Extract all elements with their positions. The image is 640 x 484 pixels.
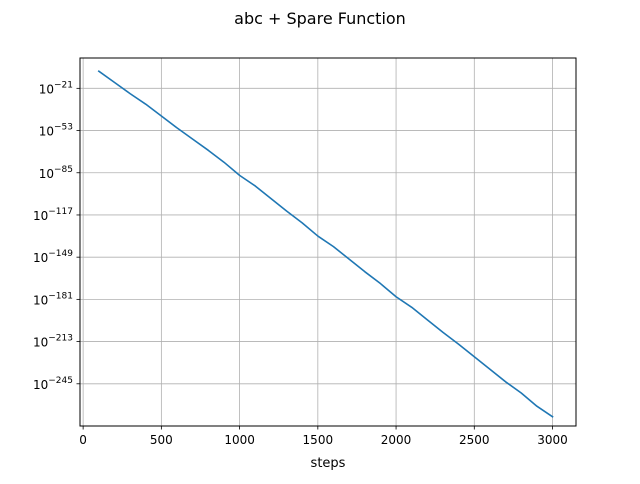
x-tick-label: 1000 [224, 433, 255, 447]
y-tick-label: 10−149 [33, 249, 73, 265]
y-tick-label: 10−245 [33, 376, 73, 392]
y-tick-label-base: 10 [39, 167, 54, 181]
grid-layer [80, 58, 576, 426]
plot-frame [79, 57, 577, 427]
x-tick-label: 2500 [459, 433, 490, 447]
y-tick-label-base: 10 [33, 378, 48, 392]
x-tick-label: 3000 [537, 433, 568, 447]
x-axis-label: steps [311, 456, 346, 471]
chart-title: abc + Spare Function [234, 9, 406, 28]
y-tick-label: 10−21 [39, 80, 73, 96]
y-tick-label-base: 10 [33, 209, 48, 223]
x-tick-label: 500 [150, 433, 173, 447]
y-tick-label-exponent: −149 [48, 249, 73, 259]
y-tick-label-base: 10 [39, 125, 54, 139]
y-tick-label-exponent: −117 [48, 207, 73, 217]
y-tick-label: 10−181 [33, 291, 73, 307]
y-tick-label-base: 10 [33, 251, 48, 265]
y-tick-label-exponent: −53 [54, 123, 73, 133]
y-tick-label: 10−213 [33, 334, 73, 350]
y-tick-label: 10−117 [33, 207, 73, 223]
y-tick-label-exponent: −245 [48, 376, 73, 386]
x-tick-label: 2000 [381, 433, 412, 447]
y-tick-label: 10−85 [39, 165, 73, 181]
y-tick-label-base: 10 [33, 336, 48, 350]
y-axis: 10−2110−5310−8510−11710−14910−18110−2131… [33, 80, 80, 392]
y-tick-label-exponent: −21 [54, 80, 73, 90]
y-tick-label-base: 10 [39, 82, 54, 96]
x-tick-label: 1500 [303, 433, 334, 447]
y-tick-label-exponent: −181 [48, 291, 73, 301]
x-tick-label: 0 [79, 433, 87, 447]
series-line [97, 70, 554, 418]
series-layer [97, 70, 554, 418]
y-tick-label-exponent: −213 [48, 334, 73, 344]
y-tick-label: 10−53 [39, 123, 73, 139]
y-tick-label-exponent: −85 [54, 165, 73, 175]
x-axis: 0 500 1000 1500 2000 2500 3000 [79, 426, 568, 447]
y-tick-label-base: 10 [33, 293, 48, 307]
